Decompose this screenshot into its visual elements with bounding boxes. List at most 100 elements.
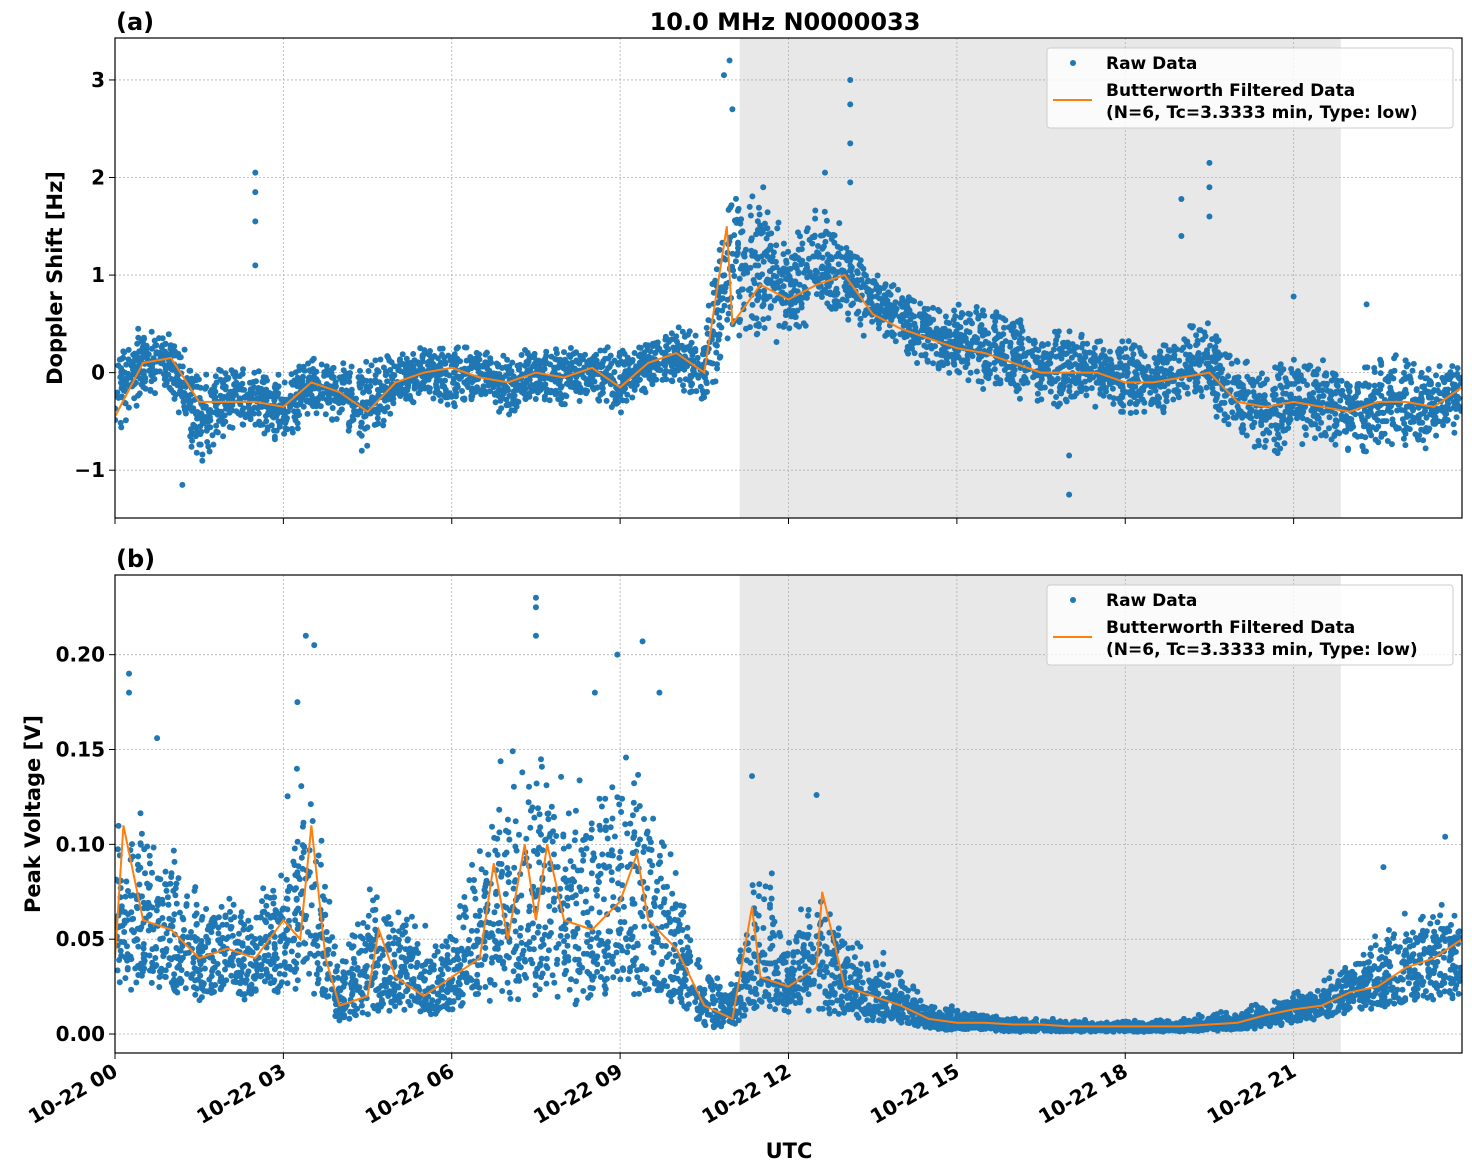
raw-point xyxy=(1261,392,1268,399)
raw-point xyxy=(985,340,992,347)
raw-point xyxy=(1158,354,1165,361)
raw-point xyxy=(1091,344,1098,351)
raw-point xyxy=(306,970,313,977)
raw-point xyxy=(1084,340,1091,347)
raw-point xyxy=(268,409,275,416)
raw-point xyxy=(967,317,974,324)
raw-point xyxy=(156,984,163,990)
raw-point xyxy=(1178,347,1185,353)
raw-point xyxy=(1431,410,1438,417)
raw-point xyxy=(669,363,675,370)
raw-point xyxy=(731,232,738,239)
raw-point xyxy=(222,966,228,973)
raw-point xyxy=(1347,425,1354,432)
raw-point xyxy=(847,267,854,274)
raw-point xyxy=(171,380,177,387)
raw-point xyxy=(294,952,301,959)
raw-point xyxy=(494,389,501,396)
raw-point xyxy=(1100,384,1107,391)
raw-point xyxy=(1404,413,1410,420)
raw-point xyxy=(140,960,147,967)
raw-point xyxy=(821,208,828,215)
raw-point xyxy=(801,284,808,290)
raw-point xyxy=(716,332,723,339)
raw-point xyxy=(374,410,381,417)
raw-point xyxy=(294,420,301,427)
raw-point xyxy=(967,369,974,376)
raw-point xyxy=(274,917,281,924)
raw-point xyxy=(1333,418,1340,425)
raw-point xyxy=(822,238,829,245)
raw-point xyxy=(1002,338,1009,345)
raw-point xyxy=(1309,395,1316,402)
raw-point xyxy=(1413,386,1420,393)
raw-point xyxy=(1204,350,1211,357)
raw-point xyxy=(955,301,962,308)
raw-point xyxy=(785,248,792,255)
raw-point xyxy=(419,358,426,365)
raw-point xyxy=(252,987,259,994)
raw-point xyxy=(246,987,253,994)
raw-point xyxy=(954,353,961,360)
raw-point xyxy=(378,406,384,413)
raw-point xyxy=(117,947,124,954)
raw-point xyxy=(1127,399,1134,406)
raw-point xyxy=(1066,383,1073,390)
raw-point xyxy=(748,313,755,320)
raw-point xyxy=(1021,373,1028,380)
raw-point xyxy=(718,324,725,331)
raw-point xyxy=(289,425,295,432)
raw-point xyxy=(619,397,626,404)
raw-point xyxy=(463,357,470,364)
raw-point xyxy=(816,276,823,283)
raw-point xyxy=(1003,353,1010,360)
raw-outlier-point xyxy=(179,481,186,488)
raw-point xyxy=(1030,353,1037,360)
raw-point xyxy=(401,390,408,397)
raw-point xyxy=(671,371,678,378)
raw-point xyxy=(780,283,787,290)
raw-point xyxy=(1164,380,1171,387)
raw-point xyxy=(1237,394,1244,401)
raw-point xyxy=(1066,388,1073,395)
raw-point xyxy=(145,351,152,358)
raw-point xyxy=(992,318,999,325)
raw-point xyxy=(275,371,282,378)
raw-point xyxy=(1152,387,1159,394)
raw-point xyxy=(597,391,604,398)
raw-point xyxy=(260,885,267,892)
raw-point xyxy=(1125,338,1132,345)
raw-point xyxy=(604,344,611,351)
raw-point xyxy=(736,332,743,339)
raw-point xyxy=(121,387,128,394)
raw-point xyxy=(621,361,628,368)
raw-point xyxy=(332,379,339,386)
raw-point xyxy=(1347,403,1354,410)
raw-point xyxy=(1294,376,1300,383)
raw-point xyxy=(216,366,223,373)
raw-point xyxy=(1348,416,1355,423)
raw-point xyxy=(1168,365,1175,372)
raw-point xyxy=(932,343,938,350)
raw-point xyxy=(1433,396,1440,403)
raw-point xyxy=(547,361,554,368)
raw-point xyxy=(262,374,269,381)
raw-point xyxy=(1451,429,1458,436)
raw-point xyxy=(199,451,206,458)
raw-point xyxy=(232,374,239,380)
raw-point xyxy=(1299,441,1306,448)
raw-point xyxy=(1201,329,1208,336)
raw-point xyxy=(237,382,244,389)
raw-point xyxy=(1116,354,1123,361)
raw-point xyxy=(1015,385,1022,392)
raw-point xyxy=(156,968,163,975)
raw-point xyxy=(897,318,904,324)
raw-point xyxy=(442,377,448,384)
raw-point xyxy=(294,977,301,984)
raw-point xyxy=(118,938,125,945)
raw-point xyxy=(1153,360,1160,367)
raw-point xyxy=(313,410,320,417)
raw-point xyxy=(1427,378,1434,385)
raw-point xyxy=(1323,372,1330,379)
raw-point xyxy=(754,218,761,225)
